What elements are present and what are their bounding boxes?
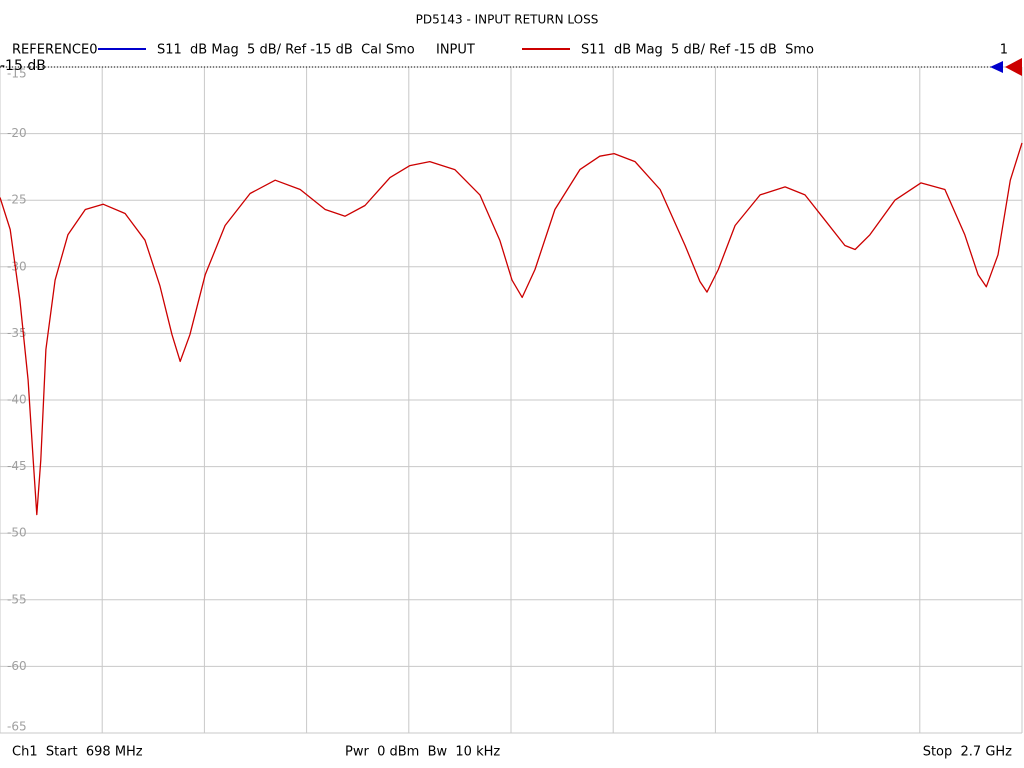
y-tick-label: -65 [7, 720, 27, 734]
y-tick-label: -35 [7, 326, 27, 340]
y-tick-label: -60 [7, 659, 27, 673]
y-tick-label: -50 [7, 526, 27, 540]
power-bandwidth-label: Pwr 0 dBm Bw 10 kHz [345, 745, 500, 760]
legend-setting: S11 dB Mag 5 dB/ Ref -15 dB Cal Smo [157, 43, 415, 58]
reference-label: -15 dB [0, 58, 46, 74]
legend-label: REFERENCE0 [12, 43, 97, 58]
y-tick-label: -55 [7, 592, 27, 606]
legend-setting: S11 dB Mag 5 dB/ Ref -15 dB Smo [581, 43, 814, 58]
y-tick-label: -15 [7, 67, 27, 81]
reference-marker [990, 61, 1003, 73]
reference-marker [1005, 58, 1022, 76]
y-tick-label: -20 [7, 126, 27, 140]
start-label: Ch1 Start 698 MHz [12, 745, 143, 760]
y-tick-label: -45 [7, 459, 27, 473]
stop-label: Stop 2.7 GHz [923, 745, 1012, 760]
channel-number: 1 [1000, 43, 1008, 58]
chart-title: PD5143 - INPUT RETURN LOSS [416, 13, 599, 27]
legend-label: INPUT [436, 43, 475, 58]
y-tick-label: -30 [7, 259, 27, 273]
trace [0, 142, 1023, 516]
y-tick-label: -40 [7, 393, 27, 407]
y-tick-label: -25 [7, 193, 27, 207]
